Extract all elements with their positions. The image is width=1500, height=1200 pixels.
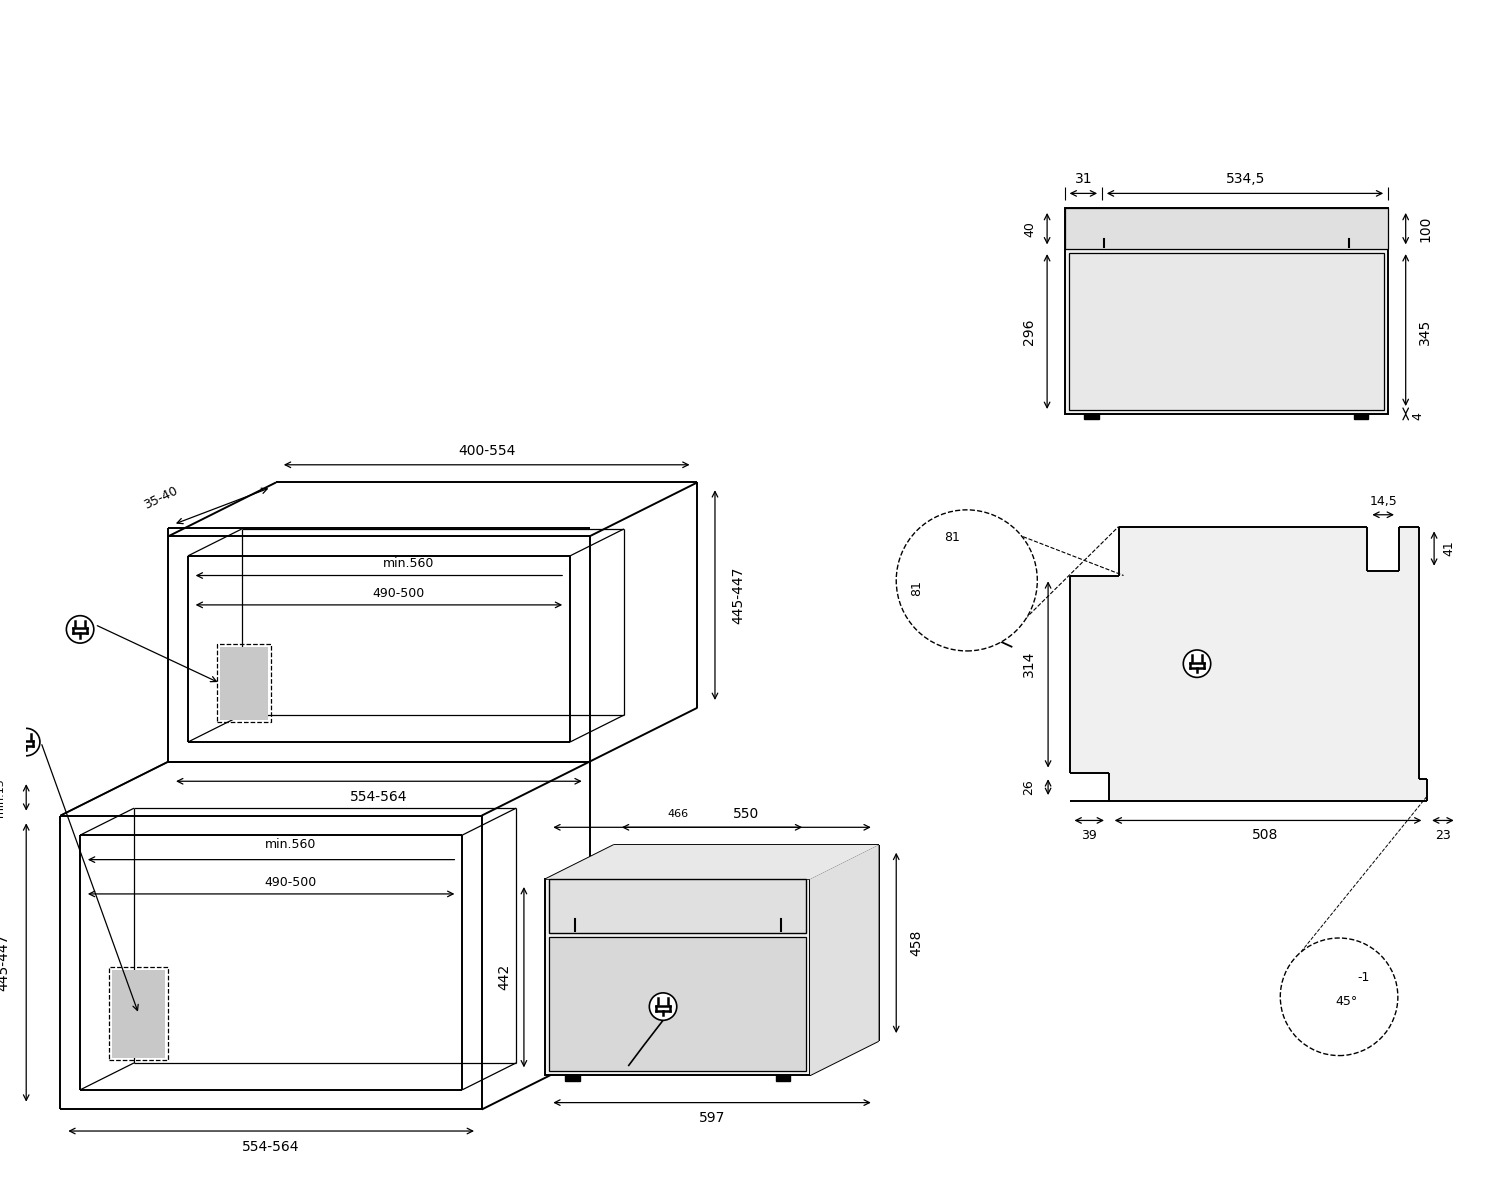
- Circle shape: [66, 616, 94, 643]
- Bar: [1065, 208, 1388, 250]
- Polygon shape: [1070, 527, 1428, 800]
- Text: 14,5: 14,5: [1370, 494, 1396, 508]
- Text: -1: -1: [1358, 971, 1370, 984]
- Text: 445-447: 445-447: [0, 934, 10, 991]
- Bar: [546, 880, 810, 1075]
- Bar: [110, 967, 168, 1061]
- Text: 31: 31: [1074, 172, 1092, 186]
- Circle shape: [1184, 650, 1210, 678]
- Bar: [1065, 208, 1388, 414]
- Text: 597: 597: [699, 1111, 724, 1126]
- Text: 490-500: 490-500: [264, 876, 316, 889]
- Text: min.560: min.560: [382, 557, 433, 570]
- Bar: [776, 1075, 790, 1081]
- Text: 458: 458: [909, 930, 922, 956]
- Bar: [112, 971, 165, 1057]
- Text: 35-40: 35-40: [141, 485, 180, 512]
- Bar: [217, 644, 272, 722]
- Text: 100: 100: [1419, 216, 1432, 242]
- Text: 41: 41: [1443, 540, 1455, 556]
- Text: 45°: 45°: [1336, 995, 1358, 1008]
- Text: 26: 26: [1022, 779, 1035, 796]
- Text: 81: 81: [944, 530, 960, 544]
- Text: 445-447: 445-447: [732, 566, 746, 624]
- Text: 81: 81: [910, 581, 924, 596]
- Text: 314: 314: [1022, 650, 1035, 677]
- Circle shape: [12, 728, 40, 756]
- Polygon shape: [546, 845, 879, 880]
- Bar: [1084, 414, 1100, 419]
- Text: 442: 442: [498, 964, 512, 990]
- Bar: [220, 647, 268, 720]
- Bar: [566, 1075, 580, 1081]
- Text: 4: 4: [1412, 412, 1424, 420]
- Circle shape: [1281, 938, 1398, 1056]
- Bar: [1068, 253, 1384, 410]
- Bar: [1354, 414, 1368, 419]
- Polygon shape: [810, 845, 879, 1075]
- Text: 554-564: 554-564: [243, 1140, 300, 1153]
- Circle shape: [896, 510, 1038, 650]
- Text: 534,5: 534,5: [1227, 172, 1266, 186]
- Text: 345: 345: [1419, 318, 1432, 344]
- Circle shape: [650, 992, 676, 1020]
- Text: min.560: min.560: [266, 839, 316, 852]
- Bar: [549, 880, 806, 934]
- Text: 39: 39: [1082, 829, 1096, 841]
- Text: 400-554: 400-554: [458, 444, 516, 458]
- Text: 296: 296: [1023, 318, 1036, 344]
- Text: 508: 508: [1252, 828, 1280, 842]
- Text: min.15: min.15: [0, 779, 4, 817]
- Text: 23: 23: [1436, 829, 1450, 841]
- Text: 466: 466: [668, 809, 688, 818]
- Text: 40: 40: [1023, 221, 1036, 236]
- Text: 490-500: 490-500: [372, 587, 424, 600]
- Bar: [549, 937, 806, 1072]
- Text: 550: 550: [734, 806, 759, 821]
- Text: 554-564: 554-564: [350, 790, 408, 804]
